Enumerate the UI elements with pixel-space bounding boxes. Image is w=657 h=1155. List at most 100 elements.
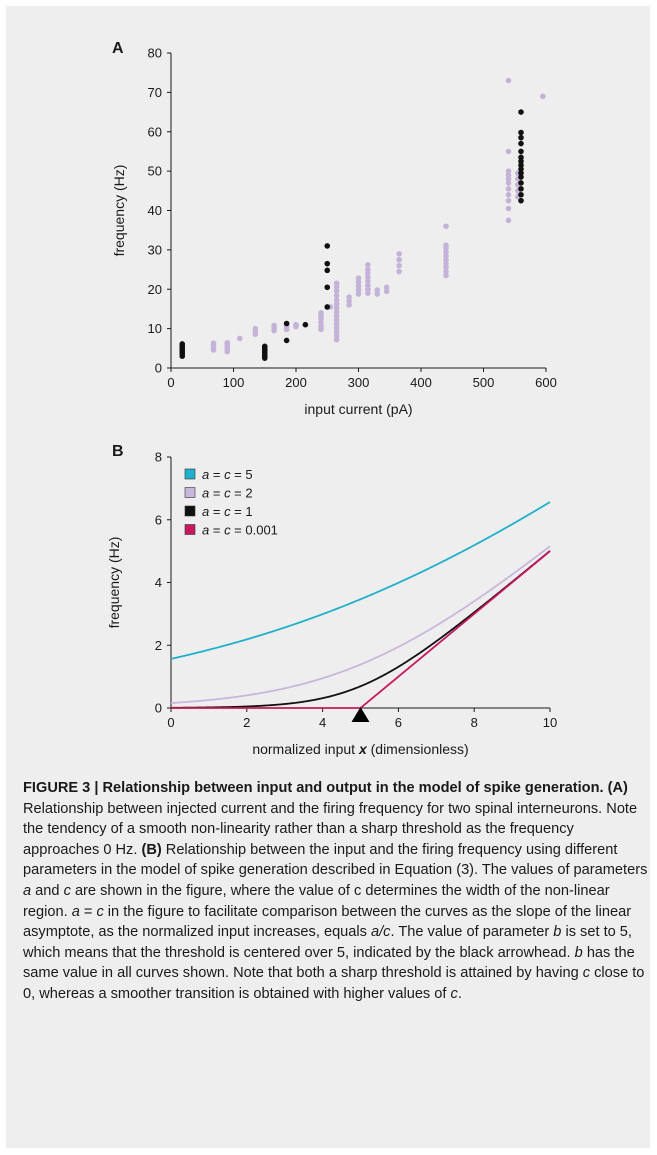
panel-b-legend-label: a = c = 5	[202, 467, 253, 482]
caption-var: a	[23, 882, 32, 899]
legend-label-part: a	[202, 467, 209, 482]
panel-a-x-tick-label: 500	[473, 375, 495, 390]
caption-b-label: (B)	[141, 841, 162, 858]
panel-a-y-tick-label: 80	[148, 46, 162, 61]
panel-b-x-axis-variable: x	[358, 741, 368, 757]
panel-a-data-point	[333, 309, 340, 315]
panel-b-x-tick-label: 2	[243, 715, 250, 730]
panel-a-data-point	[443, 242, 449, 248]
panel-a-data-point	[324, 260, 331, 267]
legend-label-part: a	[202, 504, 209, 519]
panel-a-data-point	[333, 317, 340, 323]
panel-b-x-tick-label: 6	[395, 715, 402, 730]
panel-a-data-point	[346, 302, 352, 308]
panel-a-data-point	[374, 287, 381, 293]
panel-a-data-point	[518, 134, 524, 141]
panel-a-data-point	[443, 256, 449, 263]
panel-a-data-point	[333, 328, 340, 335]
caption-var: a/c	[371, 924, 391, 941]
panel-b-legend-swatch	[184, 505, 196, 517]
caption-text: close to 0, whereas a smoother transitio…	[23, 965, 645, 1002]
legend-label-part: a	[202, 486, 209, 501]
panel-b-x-tick-label: 10	[543, 715, 557, 730]
panel-a-data-point	[293, 321, 299, 328]
panel-a-data-point	[443, 268, 449, 275]
panel-a-data-point	[505, 148, 512, 155]
panel-a-data-point	[318, 319, 324, 326]
panel-a-y-tick-label: 60	[148, 124, 162, 139]
panel-a-data-point	[443, 223, 449, 230]
panel-a-data-point	[383, 284, 390, 291]
panel-b-legend-swatch	[184, 468, 196, 480]
figure-caption: FIGURE 3 | Relationship between input an…	[23, 778, 648, 1005]
panel-a-data-point	[518, 140, 524, 147]
panel-b-legend-swatch	[184, 487, 196, 498]
panel-a-x-tick-label: 100	[223, 375, 245, 390]
panel-a-data-point	[505, 217, 512, 224]
panel-b-y-axis-label: frequency (Hz)	[106, 537, 122, 629]
panel-a-data-point	[518, 170, 524, 176]
panel-a-data-point	[318, 310, 324, 316]
legend-label-part: a	[202, 523, 209, 538]
panel-a-data-point	[518, 109, 524, 115]
panel-a-data-point	[355, 275, 362, 282]
panel-a-data-point	[252, 325, 259, 332]
panel-a-data-point	[518, 162, 524, 169]
panel-a-data-point	[365, 278, 371, 285]
panel-a-data-point	[324, 304, 331, 310]
panel-a-data-point	[355, 291, 362, 297]
panel-a-data-point	[346, 294, 352, 300]
panel-a-data-point	[333, 305, 340, 311]
legend-label-part: = 0.001	[231, 523, 278, 538]
panel-a-data-point	[271, 322, 277, 329]
panel-a-data-point	[179, 341, 186, 347]
panel-a-y-tick-label: 0	[155, 361, 162, 376]
panel-a-x-tick-label: 300	[348, 375, 370, 390]
panel-b-legend-swatch	[184, 524, 196, 535]
panel-a-data-point	[505, 180, 512, 186]
caption-text: . The value of parameter	[390, 924, 554, 941]
panel-a-data-point	[443, 249, 449, 255]
panel-a-data-point	[374, 291, 381, 297]
panel-a-data-point	[333, 297, 340, 304]
caption-text: =	[79, 903, 97, 920]
panel-a-data-point	[333, 313, 340, 319]
panel-b-curve	[171, 550, 551, 709]
panel-a-panel-label: A	[112, 40, 124, 57]
panel-a-data-point	[333, 288, 340, 294]
panel-a-data-point	[518, 148, 524, 155]
panel-a-data-point	[518, 158, 524, 165]
caption-var: c	[582, 965, 591, 982]
panel-a-data-point	[324, 284, 331, 291]
caption-var: b	[574, 944, 583, 961]
panel-a-data-point	[333, 292, 340, 299]
legend-label-part: =	[209, 467, 224, 482]
panel-b-curve	[170, 550, 551, 709]
panel-a-data-point	[365, 290, 371, 296]
panel-a-x-tick-label: 400	[410, 375, 432, 390]
panel-a-data-point	[302, 321, 309, 328]
caption-var: b	[553, 924, 562, 941]
panel-a-data-point	[283, 337, 290, 344]
panel-a-data-point	[396, 262, 402, 269]
panel-a-data-point	[505, 168, 512, 174]
caption-text: Relationship between the input and the f…	[23, 841, 648, 879]
panel-b-y-tick-label: 6	[155, 512, 162, 527]
panel-a-data-point	[518, 129, 524, 136]
caption-text: is set to 5, which means that the thresh…	[23, 924, 632, 961]
panel-a-data-point	[261, 343, 268, 350]
panel-a-data-point	[355, 287, 362, 293]
caption-a-label: (A)	[607, 780, 628, 796]
panel-a-data-point	[333, 280, 340, 287]
panel-b-x-tick-label: 0	[167, 715, 174, 730]
panel-a-data-point	[518, 180, 524, 186]
panel-b-legend-label: a = c = 0.001	[202, 523, 278, 538]
caption-var: a	[71, 903, 80, 920]
panel-a-data-point	[333, 321, 340, 327]
panel-b-legend-label: a = c = 2	[202, 486, 253, 501]
legend-label-part: c	[224, 467, 231, 482]
panel-a-y-tick-label: 40	[148, 203, 162, 218]
panel-a-data-point	[505, 205, 512, 212]
panel-a-data-point	[518, 174, 524, 180]
